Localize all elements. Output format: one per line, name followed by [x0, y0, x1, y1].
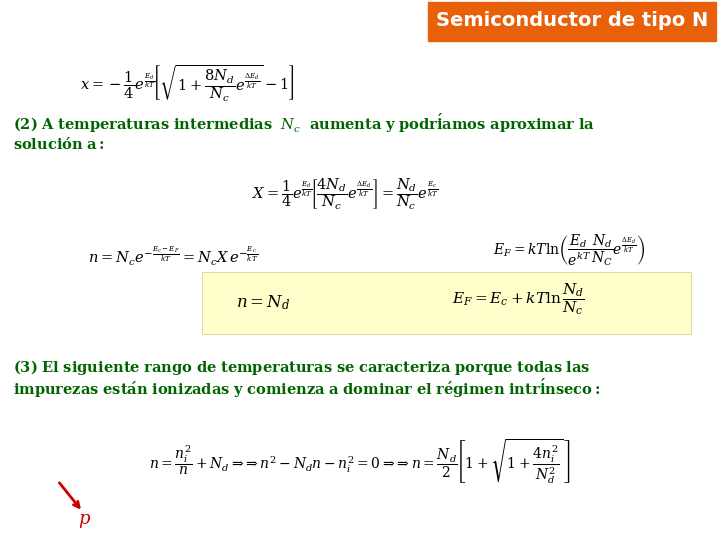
FancyBboxPatch shape [202, 272, 691, 334]
Text: $n = N_c e^{-\frac{E_c-E_F}{kT}} = N_c X\,e^{-\frac{E_c}{kT}}$: $n = N_c e^{-\frac{E_c-E_F}{kT}} = N_c X… [88, 245, 258, 268]
Text: $x = -\dfrac{1}{4}e^{\frac{E_d}{kT}}\!\left[\sqrt{1+\dfrac{8N_d}{N_c}e^{\frac{\D: $x = -\dfrac{1}{4}e^{\frac{E_d}{kT}}\!\l… [80, 63, 294, 104]
Text: $n = N_d$: $n = N_d$ [235, 293, 290, 312]
Text: $X = \dfrac{1}{4}e^{\frac{E_d}{kT}}\!\left[\dfrac{4N_d}{N_c}e^{\frac{\Delta E_d}: $X = \dfrac{1}{4}e^{\frac{E_d}{kT}}\!\le… [252, 177, 439, 212]
Text: $\mathbf{(2)\ A\ temperaturas\ intermedias}$  $N_c$  $\mathbf{aumenta\ y\ podr\a: $\mathbf{(2)\ A\ temperaturas\ intermedi… [13, 112, 595, 134]
Text: $E_F = kT\ln\!\left(\dfrac{E_d}{e^{kT}}\dfrac{N_d}{N_C}e^{\frac{\Delta E_d}{kT}}: $E_F = kT\ln\!\left(\dfrac{E_d}{e^{kT}}\… [492, 232, 645, 268]
FancyBboxPatch shape [428, 2, 716, 40]
Text: $\mathbf{soluci\acute{o}n\ a:}$: $\mathbf{soluci\acute{o}n\ a:}$ [13, 136, 105, 153]
Text: $\mathit{p}$: $\mathit{p}$ [78, 512, 91, 530]
Text: $E_F = E_c + kT\ln\dfrac{N_d}{N_c}$: $E_F = E_c + kT\ln\dfrac{N_d}{N_c}$ [452, 282, 585, 318]
Text: $\mathbf{(3)\ El\ siguiente\ rango\ de\ temperaturas\ se\ caracteriza\ porque\ t: $\mathbf{(3)\ El\ siguiente\ rango\ de\ … [13, 357, 590, 377]
Text: $n = \dfrac{n_i^2}{n} + N_d \Rightarrow\!\Rightarrow n^2 - N_d n - n_i^2 = 0\Rig: $n = \dfrac{n_i^2}{n} + N_d \Rightarrow\… [149, 437, 571, 486]
Text: $\mathbf{impurezas\ est\acute{a}n\ ionizadas\ y\ comienza\ a\ dominar\ el\ r\acu: $\mathbf{impurezas\ est\acute{a}n\ ioniz… [13, 377, 600, 400]
Text: Semiconductor de tipo N: Semiconductor de tipo N [436, 11, 708, 30]
